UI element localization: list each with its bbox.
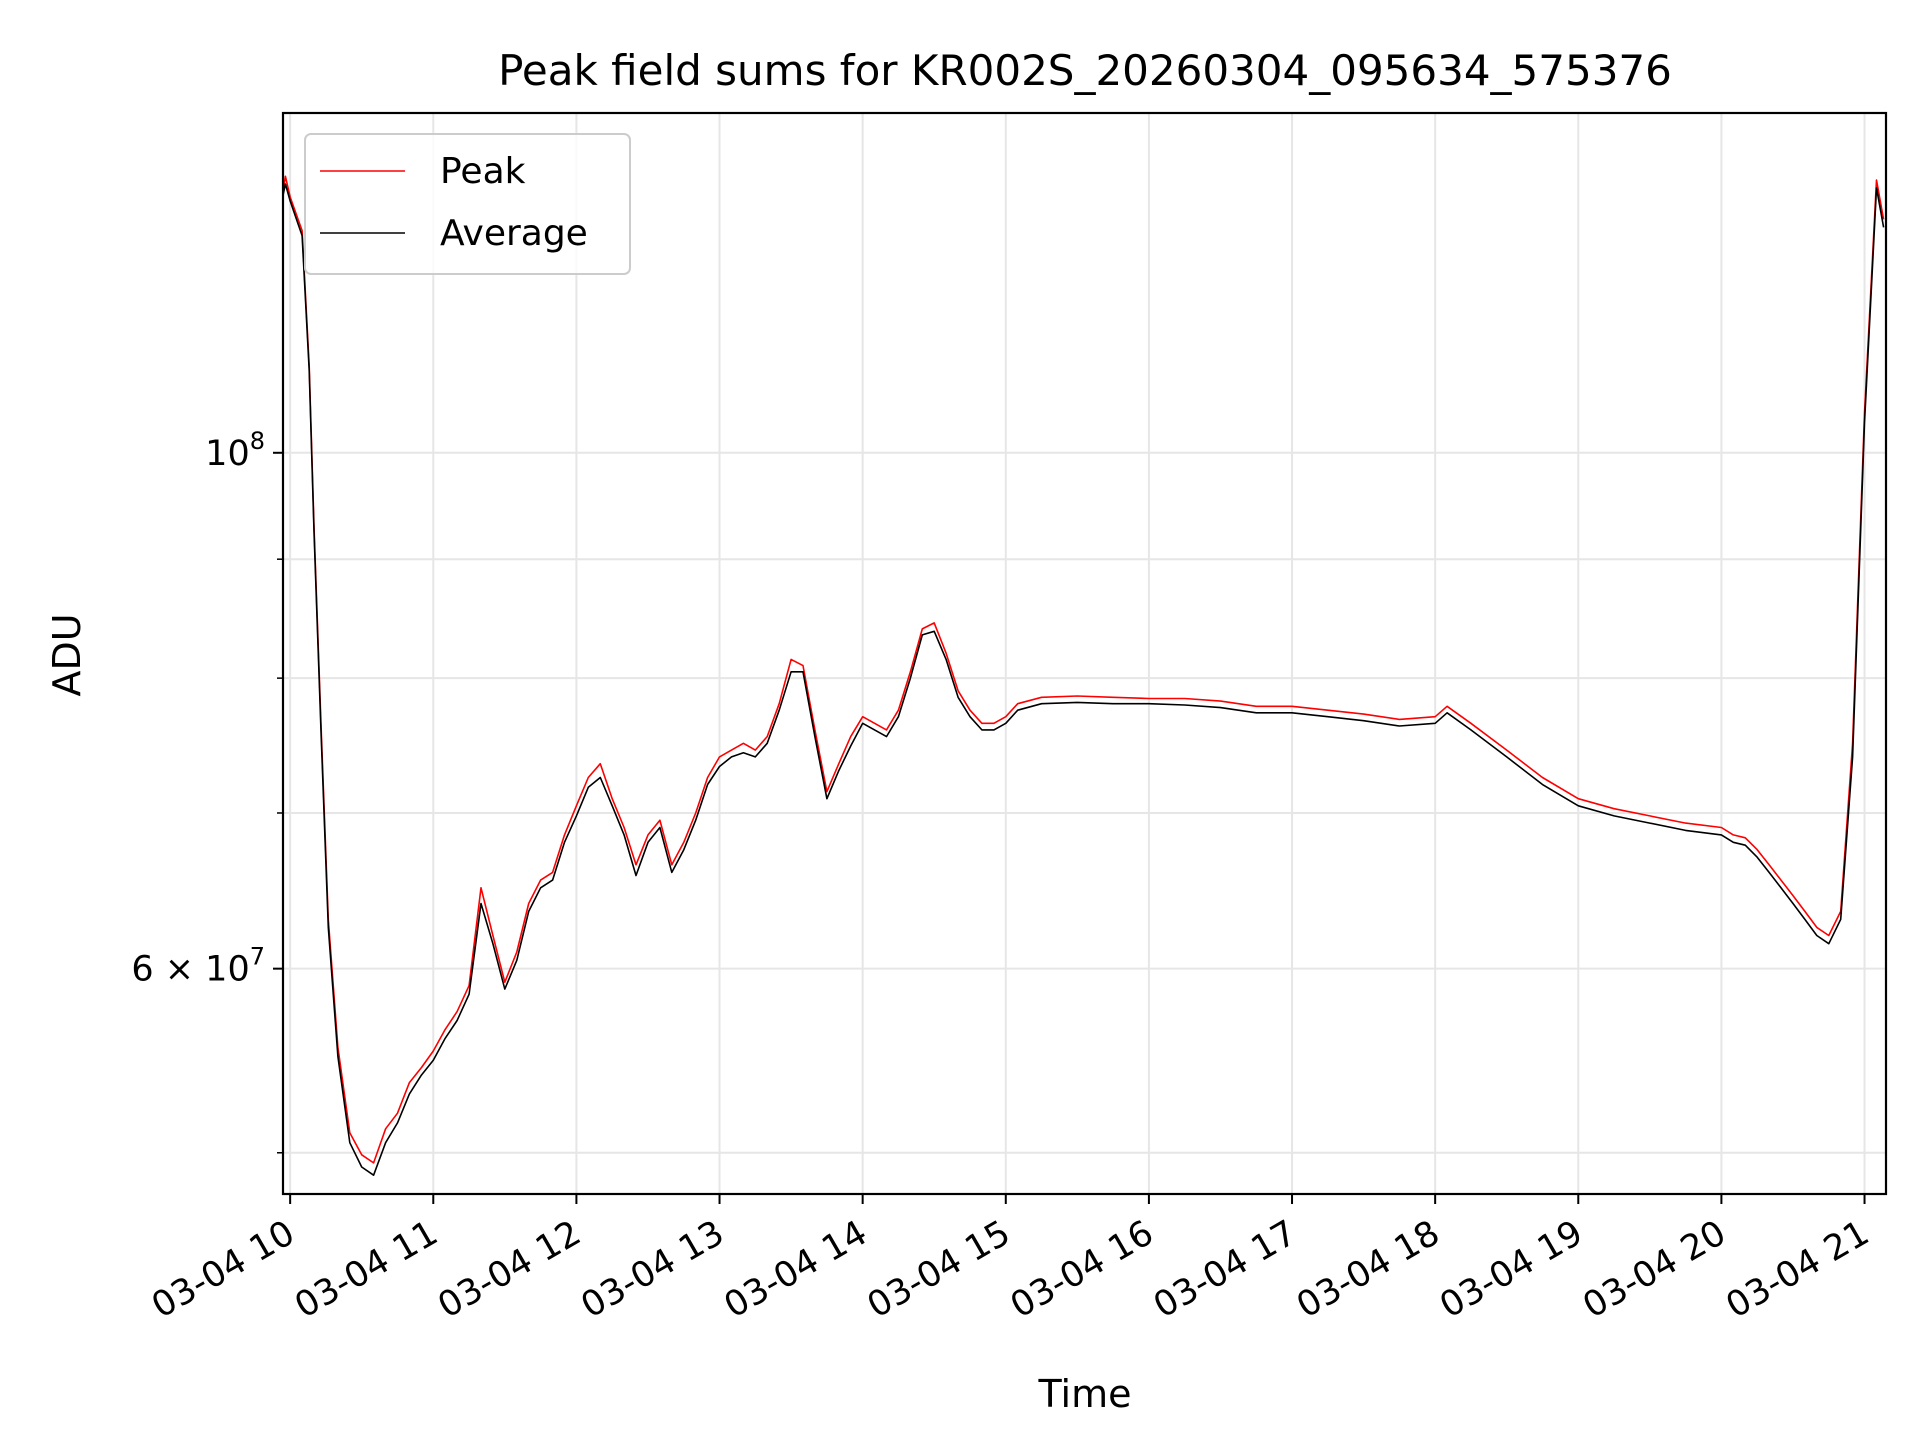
legend-label-average: Average [440,213,588,254]
series-line-peak [282,175,1885,1164]
legend-box [304,133,631,275]
series-line-average [282,183,1885,1176]
y-axis-ticks: 6 × 107 108 [131,427,283,1154]
grid [283,113,1886,1194]
legend: Peak Average [304,133,631,275]
y-tick-label: 6 × 107 [131,943,265,990]
chart-title: Peak field sums for KR002S_20260304_0956… [498,46,1672,95]
y-axis-label: ADU [45,613,89,696]
plot-frame [281,111,1888,1196]
y-tick-label: 108 [205,427,265,474]
plot-lines [282,175,1885,1176]
x-axis-label: Time [1038,1372,1132,1416]
legend-label-peak: Peak [440,151,526,192]
